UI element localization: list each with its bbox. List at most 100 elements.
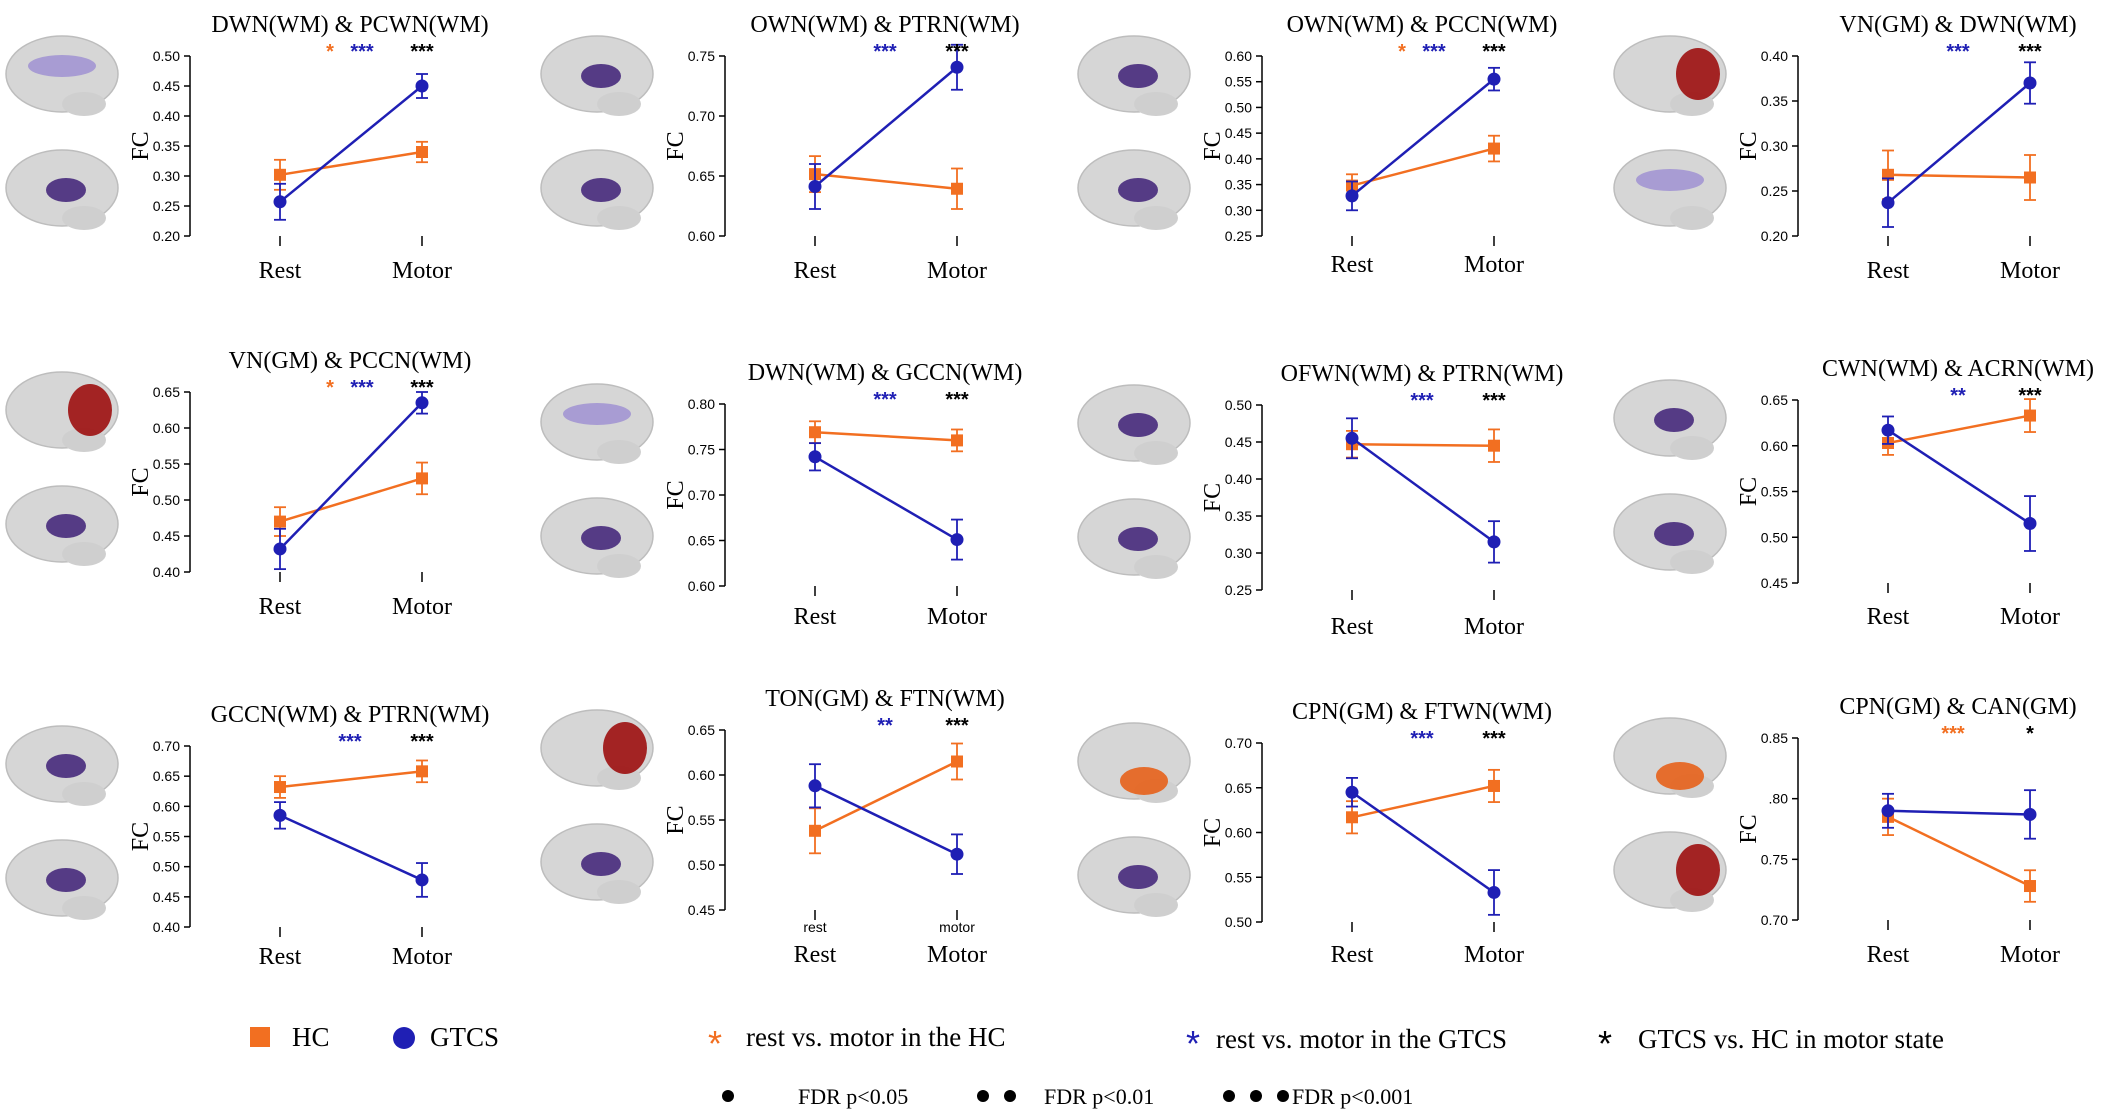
gtcs-marker bbox=[1881, 804, 1895, 818]
y-tick-label: 0.25 bbox=[1761, 183, 1788, 199]
significance-stars: *** bbox=[350, 377, 374, 399]
y-tick-label: 0.65 bbox=[688, 168, 715, 184]
significance-stars: *** bbox=[1410, 728, 1434, 750]
hc-marker bbox=[951, 755, 963, 768]
x-tick-label: Rest bbox=[1867, 258, 1910, 284]
black-star-glyph: * bbox=[1598, 1023, 1612, 1064]
y-tick-label: 0.20 bbox=[153, 228, 180, 244]
hc-marker bbox=[1488, 779, 1500, 792]
brain-render-6-top bbox=[1077, 384, 1191, 465]
gtcs-marker bbox=[273, 542, 287, 556]
series-line-gtcs bbox=[814, 455, 958, 541]
brain-roi bbox=[1636, 169, 1704, 191]
brain-cerebellum bbox=[597, 880, 641, 904]
y-tick-label: 0.50 bbox=[688, 857, 715, 873]
brain-roi bbox=[563, 403, 631, 425]
brain-roi bbox=[581, 64, 621, 88]
chart-panel-10: TON(GM) & FTN(WM) 0.45 0.50 0.55 0.60 0.65 FC r… bbox=[540, 686, 1005, 968]
chart-panel-9: GCCN(WM) & PTRN(WM) 0.40 0.45 0.50 0.55 0.60 0… bbox=[5, 702, 489, 970]
significance-stars: *** bbox=[410, 41, 434, 63]
y-tick-label: 0.40 bbox=[153, 919, 180, 935]
chart-panel-6: DWN(WM) & GCCN(WM) 0.60 0.65 0.70 0.75 0.80 FC… bbox=[540, 360, 1022, 630]
hc-marker bbox=[1488, 439, 1500, 452]
y-tick-label: 0.70 bbox=[688, 108, 715, 124]
chart-title: CPN(GM) & FTWN(WM) bbox=[1292, 699, 1552, 725]
brain-roi bbox=[603, 722, 647, 774]
x-tick-label: Motor bbox=[1464, 614, 1524, 640]
y-tick-label: 0.50 bbox=[1761, 529, 1788, 545]
fdr-001-label: FDR p<0.01 bbox=[1044, 1084, 1154, 1109]
chart-panel-11: CPN(GM) & FTWN(WM) 0.50 0.55 0.60 0.65 0.70 FC… bbox=[1077, 699, 1552, 968]
gtcs-marker bbox=[1345, 785, 1359, 799]
series-line-gtcs bbox=[1887, 809, 2031, 816]
hc-legend-label: HC bbox=[292, 1022, 330, 1052]
brain-roi bbox=[581, 526, 621, 550]
brain-roi bbox=[1654, 522, 1694, 546]
significance-stars: *** bbox=[873, 41, 897, 63]
y-tick-label: 0.40 bbox=[1225, 151, 1252, 167]
y-tick-label: 0.65 bbox=[688, 533, 715, 549]
hc-marker bbox=[951, 434, 963, 447]
gtcs-marker bbox=[950, 533, 964, 547]
brain-roi bbox=[1118, 178, 1158, 202]
hc-marker bbox=[416, 146, 428, 158]
chart-panel-8: CWN(WM) & ACRN(WM) 0.45 0.50 0.55 0.60 0.65 FC… bbox=[1613, 356, 2094, 630]
brain-render-7-top bbox=[1613, 379, 1727, 460]
brain-roi bbox=[1118, 64, 1158, 88]
y-tick-label: 0.60 bbox=[153, 420, 180, 436]
brain-roi bbox=[1118, 865, 1158, 889]
brain-render-9-top bbox=[540, 709, 654, 790]
y-axis-label: FC bbox=[663, 131, 689, 160]
series-line-hc bbox=[1887, 815, 2031, 888]
brain-render-5-bottom bbox=[540, 497, 654, 578]
y-tick-label: 0.80 bbox=[688, 396, 715, 412]
brain-cerebellum bbox=[62, 206, 106, 230]
significance-stars: * bbox=[1398, 41, 1406, 63]
chart-title: CPN(GM) & CAN(GM) bbox=[1839, 694, 2076, 720]
y-tick-label: 0.25 bbox=[1225, 582, 1252, 598]
gtcs-marker bbox=[1487, 72, 1501, 86]
hc-marker bbox=[416, 765, 428, 778]
y-tick-label: 0.50 bbox=[1225, 99, 1252, 115]
brain-render-9-bottom bbox=[540, 823, 654, 904]
brain-cerebellum bbox=[597, 554, 641, 578]
fdr-0001-dot-1 bbox=[1223, 1090, 1235, 1102]
y-axis-label: FC bbox=[1200, 818, 1226, 847]
y-tick-label: 0.35 bbox=[1225, 508, 1252, 524]
gtcs-marker bbox=[273, 195, 287, 209]
fdr-0001-label: FDR p<0.001 bbox=[1292, 1084, 1413, 1109]
series-line-gtcs bbox=[279, 401, 423, 550]
series-line-hc bbox=[1351, 442, 1495, 447]
x-tick-label: Rest bbox=[1331, 252, 1374, 278]
significance-stars: *** bbox=[350, 41, 374, 63]
significance-stars: *** bbox=[338, 731, 362, 753]
brain-render-8-bottom bbox=[5, 839, 119, 920]
significance-stars: *** bbox=[1422, 41, 1446, 63]
fdr-0001-dot-2 bbox=[1250, 1090, 1262, 1102]
y-tick-label: 0.60 bbox=[153, 798, 180, 814]
y-tick-label: 0.85 bbox=[1761, 730, 1788, 746]
fdr-005-label: FDR p<0.05 bbox=[798, 1084, 908, 1109]
y-tick-label: 0.45 bbox=[688, 902, 715, 918]
y-axis-label: FC bbox=[1200, 131, 1226, 160]
gtcs-star-glyph: * bbox=[1186, 1023, 1200, 1064]
significance-stars: * bbox=[2026, 723, 2034, 745]
y-tick-label: 0.25 bbox=[153, 198, 180, 214]
y-tick-label: 0.50 bbox=[153, 48, 180, 64]
gtcs-marker bbox=[415, 396, 429, 410]
series-line-hc bbox=[1351, 147, 1495, 187]
brain-roi bbox=[46, 514, 86, 538]
brain-cerebellum bbox=[597, 92, 641, 116]
x-tick-label: Rest bbox=[259, 594, 302, 620]
x-tick-label: Rest bbox=[259, 944, 302, 970]
fdr-0001-dot-3 bbox=[1277, 1090, 1289, 1102]
brain-roi bbox=[46, 178, 86, 202]
hc-marker bbox=[1488, 142, 1500, 155]
brain-cerebellum bbox=[1134, 893, 1178, 917]
brain-cerebellum bbox=[62, 896, 106, 920]
significance-stars: *** bbox=[1482, 41, 1506, 63]
gtcs-marker bbox=[950, 847, 964, 861]
y-tick-label: 0.30 bbox=[1225, 545, 1252, 561]
y-tick-label: 0.30 bbox=[153, 168, 180, 184]
